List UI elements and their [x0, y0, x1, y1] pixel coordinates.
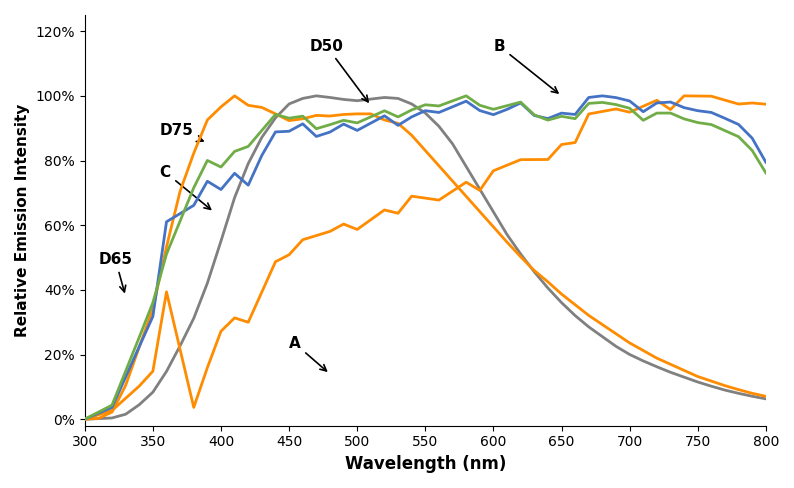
Text: A: A: [289, 336, 326, 371]
Text: C: C: [160, 165, 210, 209]
Text: D75: D75: [160, 122, 203, 142]
Text: B: B: [493, 39, 558, 93]
Text: D65: D65: [98, 252, 133, 292]
Text: D50: D50: [310, 39, 368, 102]
Y-axis label: Relative Emission Intensity: Relative Emission Intensity: [15, 103, 30, 337]
X-axis label: Wavelength (nm): Wavelength (nm): [345, 455, 506, 473]
